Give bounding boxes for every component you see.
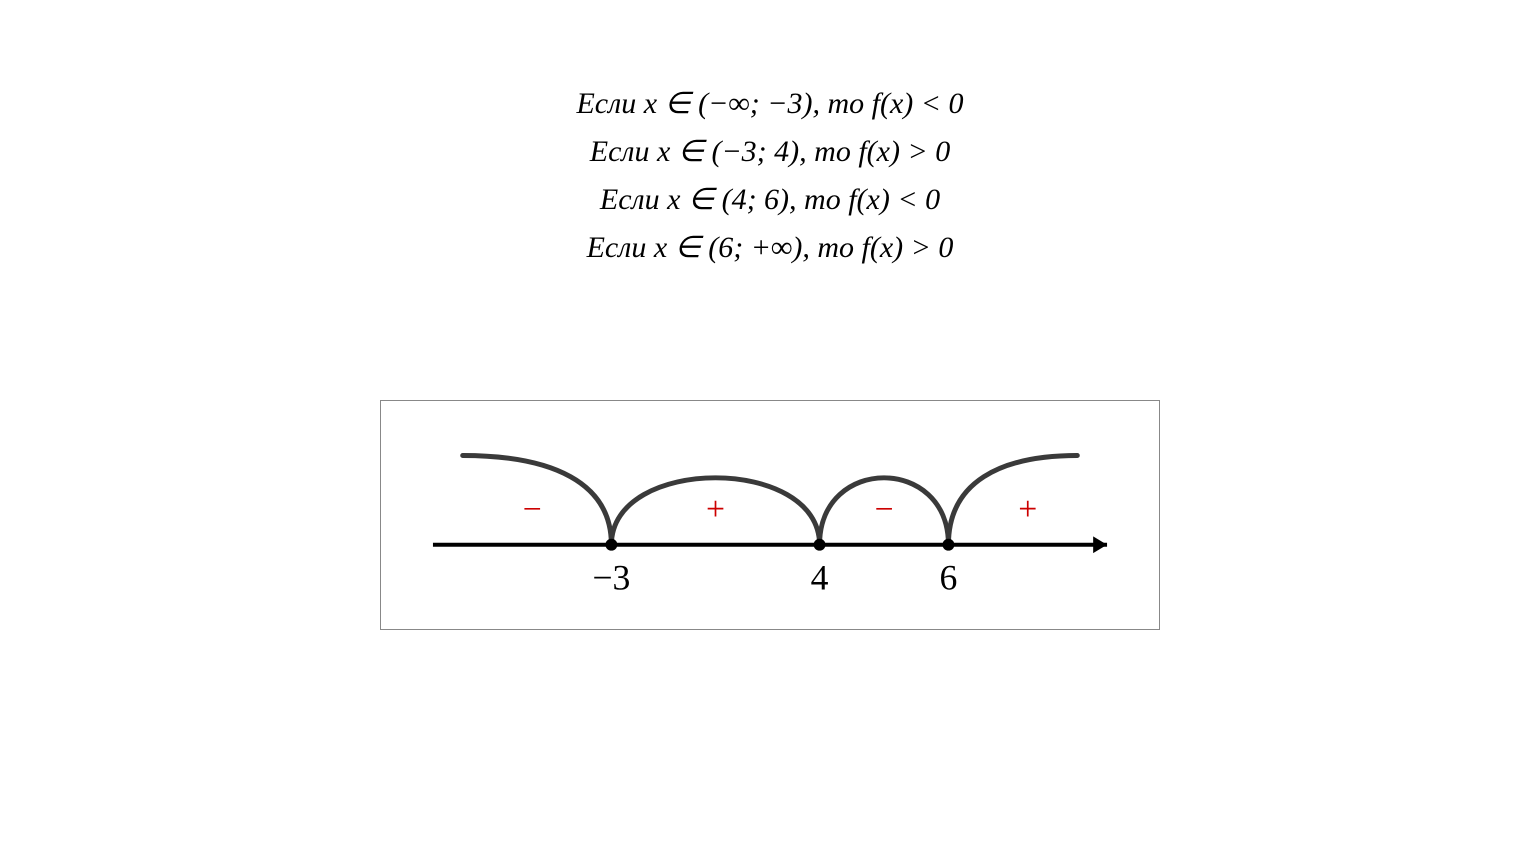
statement-line: Если x ∈ (−3; 4), то f(x) > 0: [576, 128, 963, 176]
sign-label: −: [523, 491, 542, 528]
axis-point: [605, 539, 617, 551]
axis-point-label: −3: [592, 557, 630, 597]
axis-point-label: 6: [940, 557, 958, 597]
statement-line: Если x ∈ (6; +∞), то f(x) > 0: [576, 224, 963, 272]
sign-label: +: [1018, 491, 1037, 528]
sign-chart-container: −3 4 6 − + − +: [380, 400, 1160, 630]
sign-arc: [948, 456, 1077, 545]
axis-point: [814, 539, 826, 551]
statement-line: Если x ∈ (−∞; −3), то f(x) < 0: [576, 80, 963, 128]
sign-label: −: [875, 491, 894, 528]
axis-point: [942, 539, 954, 551]
statement-block: Если x ∈ (−∞; −3), то f(x) < 0 Если x ∈ …: [576, 80, 963, 272]
sign-label: +: [706, 491, 725, 528]
axis-arrowhead: [1093, 536, 1107, 553]
sign-chart-svg: −3 4 6 − + − +: [381, 401, 1159, 629]
axis-point-label: 4: [811, 557, 829, 597]
statement-line: Если x ∈ (4; 6), то f(x) < 0: [576, 176, 963, 224]
